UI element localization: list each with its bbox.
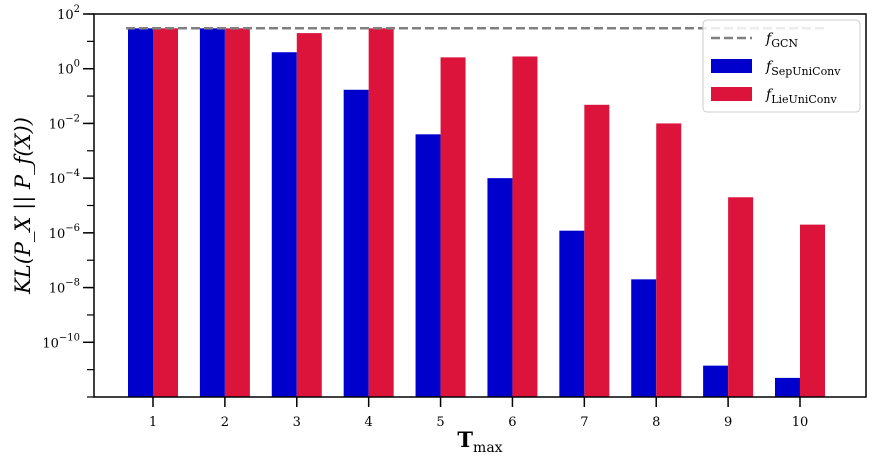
bar-sep-4	[343, 89, 369, 398]
x-axis-label-group: Tmax	[457, 427, 502, 456]
bar-lie-7	[584, 104, 610, 398]
legend-swatch-bar	[711, 87, 752, 101]
x-axis-label: Tmax	[457, 427, 502, 456]
y-axis-label: KL(P_X || P_f(X))	[11, 117, 36, 295]
bar-lie-8	[656, 123, 682, 397]
x-tick-label: 1	[149, 415, 157, 430]
legend-label: fGCN	[765, 31, 798, 50]
x-tick-label: 8	[652, 415, 660, 430]
y-tick-label: 10−2	[49, 113, 80, 132]
bar-lie-6	[512, 56, 538, 397]
legend-swatch-bar	[711, 59, 752, 73]
bar-lie-9	[728, 197, 754, 397]
y-tick-label: 100	[57, 59, 80, 78]
bar-lie-1	[153, 28, 178, 397]
bar-sep-9	[703, 365, 729, 397]
bar-sep-8	[631, 279, 657, 397]
x-tick-label: 3	[293, 415, 301, 430]
y-axis: 102 100 10−2 10−4 10−6 10−8 10−10	[42, 4, 94, 398]
x-tick-label: 9	[724, 415, 732, 430]
bar-sep-5	[415, 134, 441, 398]
legend: fGCN fSepUniConv fLieUniConv	[702, 19, 861, 113]
y-axis-label-group: KL(P_X || P_f(X))	[11, 117, 36, 295]
bar-sep-6	[487, 178, 513, 397]
x-tick-label: 4	[365, 415, 373, 430]
y-tick-label: 102	[57, 4, 80, 23]
bars-layer	[128, 28, 825, 398]
legend-label: fSepUniConv	[765, 59, 841, 78]
bar-lie-2	[224, 28, 250, 397]
bar-lie-10	[800, 224, 825, 397]
x-tick-label: 7	[580, 415, 588, 430]
bar-lie-5	[440, 57, 466, 397]
bar-lie-3	[296, 33, 322, 397]
x-tick-label: 2	[221, 415, 229, 430]
x-tick-label: 6	[508, 415, 516, 430]
y-tick-label: 10−8	[49, 278, 80, 297]
x-axis: 1 2 3 4 5 6 7 8 9 10	[149, 397, 808, 430]
y-tick-label: 10−6	[49, 223, 80, 242]
y-tick-label: 10−10	[42, 332, 80, 351]
bar-sep-1	[128, 28, 153, 397]
bar-sep-7	[559, 230, 585, 397]
x-tick-label: 5	[436, 415, 444, 430]
bar-sep-3	[271, 52, 297, 397]
y-tick-label: 10−4	[49, 168, 80, 187]
bar-sep-10	[775, 377, 800, 397]
legend-label: fLieUniConv	[765, 87, 838, 106]
x-tick-label: 10	[792, 415, 809, 430]
bar-lie-4	[368, 28, 394, 397]
bar-sep-2	[199, 28, 225, 397]
